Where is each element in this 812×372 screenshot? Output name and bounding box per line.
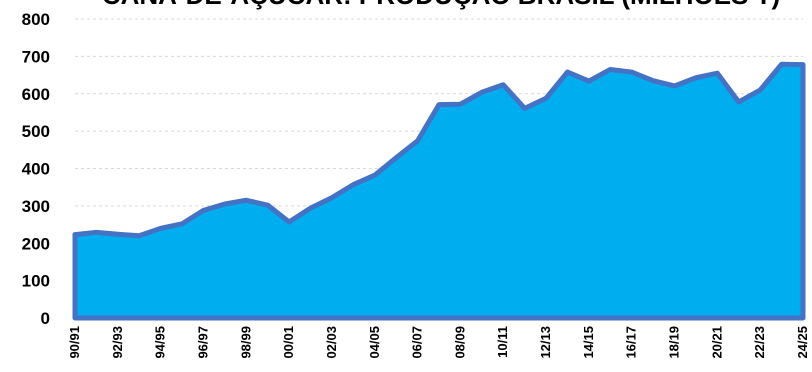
x-tick-label: 04/05	[367, 326, 382, 359]
data-point-12-13	[544, 96, 549, 101]
area-fill	[72, 61, 806, 321]
x-tick-label: 92/93	[110, 326, 125, 359]
x-tick-label: 14/15	[581, 326, 596, 359]
y-tick-label: 400	[22, 160, 50, 179]
x-tick-label: 20/21	[709, 326, 724, 359]
y-tick-label: 300	[22, 197, 50, 216]
x-tick-label: 18/19	[667, 326, 682, 359]
data-point-13-14	[565, 70, 570, 75]
x-tick-label: 94/95	[153, 326, 168, 359]
data-point-23-24	[779, 62, 784, 67]
data-point-99-00	[265, 203, 270, 208]
data-point-17-18	[651, 78, 656, 83]
data-point-93-94	[137, 233, 142, 238]
x-tick-label: 10/11	[495, 326, 510, 358]
data-point-09-10	[479, 90, 484, 95]
area-series	[72, 61, 806, 321]
data-point-03-04	[351, 182, 356, 187]
data-point-19-20	[693, 75, 698, 80]
x-axis-ticks: 90/91 92/93 94/95 96/97 98/99 00/01 02/03 04/05…	[67, 326, 810, 359]
data-point-10-11	[501, 82, 506, 87]
x-tick-label: 24/25	[795, 326, 810, 359]
y-axis-ticks: 0 100 200 300 400 500 600 700 800	[22, 10, 50, 328]
data-point-96-97	[201, 208, 206, 213]
data-point-15-16	[608, 67, 613, 72]
data-point-01-02	[308, 206, 313, 211]
x-tick-label: 96/97	[195, 326, 210, 359]
x-tick-label: 22/23	[752, 326, 767, 359]
y-tick-label: 0	[41, 309, 50, 328]
data-point-07-08	[437, 102, 441, 107]
x-tick-label: 06/07	[410, 326, 425, 359]
data-point-11-12	[522, 106, 527, 111]
x-tick-label: 98/99	[238, 326, 253, 359]
data-point-90-91	[73, 232, 77, 237]
data-point-14-15	[586, 79, 591, 84]
data-point-94-95	[158, 226, 163, 231]
x-tick-label: 12/13	[538, 326, 553, 359]
chart-title: CANA-DE-AÇÚCAR: PRODUÇÃO BRASIL (MILHÕES…	[102, 0, 780, 10]
data-point-18-19	[672, 83, 677, 88]
data-point-20-21	[715, 71, 720, 76]
data-point-97-98	[222, 202, 227, 207]
data-point-98-99	[244, 198, 249, 203]
y-tick-label: 100	[22, 272, 50, 291]
data-point-02-03	[329, 195, 334, 200]
y-tick-label: 500	[22, 122, 50, 141]
data-point-22-23	[758, 88, 763, 93]
data-point-00-01	[287, 219, 292, 224]
data-point-06-07	[415, 138, 420, 143]
y-tick-label: 200	[22, 234, 50, 253]
data-point-04-05	[372, 173, 377, 178]
x-tick-label: 00/01	[281, 326, 296, 359]
x-tick-label: 02/03	[324, 326, 339, 359]
x-tick-label: 90/91	[67, 326, 82, 359]
data-point-24-25	[801, 62, 805, 67]
y-tick-label: 700	[22, 47, 50, 66]
x-tick-label: 08/09	[452, 326, 467, 359]
data-point-05-06	[394, 155, 399, 160]
data-point-16-17	[629, 70, 634, 75]
x-tick-label: 16/17	[624, 326, 639, 359]
data-point-91-92	[94, 230, 99, 235]
data-point-95-96	[180, 221, 185, 226]
data-point-92-93	[115, 232, 120, 237]
data-point-21-22	[736, 99, 741, 104]
y-tick-label: 800	[22, 10, 50, 29]
data-point-08-09	[458, 102, 463, 107]
y-tick-label: 600	[22, 85, 50, 104]
